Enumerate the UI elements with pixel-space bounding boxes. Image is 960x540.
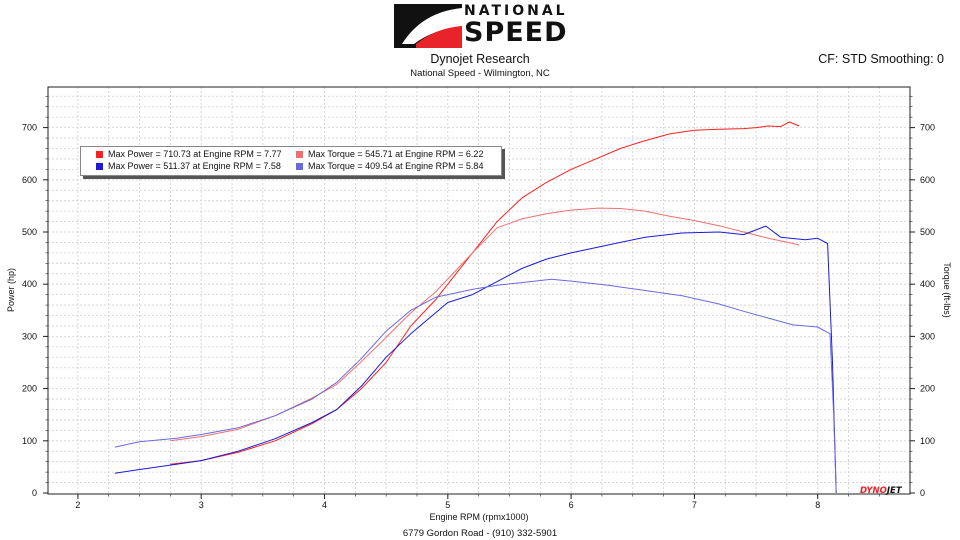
x-tick-label: 2 bbox=[75, 500, 80, 510]
y2-tick-label: 300 bbox=[920, 331, 935, 341]
series-line-2 bbox=[114, 225, 837, 494]
x-tick-label: 6 bbox=[569, 500, 574, 510]
national-speed-logo bbox=[394, 4, 462, 48]
y2-tick-label: 700 bbox=[920, 123, 935, 133]
plot-area-frame bbox=[47, 86, 911, 495]
legend-label: Max Torque = 409.54 at Engine RPM = 5.84 bbox=[308, 161, 484, 171]
legend-label: Max Power = 511.37 at Engine RPM = 7.58 bbox=[108, 161, 281, 171]
x-tick-label: 7 bbox=[692, 500, 697, 510]
footer-address: 6779 Gordon Road - (910) 332-5901 bbox=[402, 528, 558, 539]
y-tick-label: 500 bbox=[22, 227, 37, 237]
legend-item-2: Max Power = 511.37 at Engine RPM = 7.58 bbox=[96, 161, 281, 172]
legend-item-3: Max Torque = 409.54 at Engine RPM = 5.84 bbox=[296, 161, 483, 172]
legend-box: Max Power = 710.73 at Engine RPM = 7.77 … bbox=[80, 146, 502, 176]
y-tick-label: 0 bbox=[32, 488, 37, 498]
y-tick-label: 600 bbox=[22, 175, 37, 185]
y-axis-label: Power (hp) bbox=[6, 268, 16, 312]
y-tick-label: 100 bbox=[22, 436, 37, 446]
y2-tick-label: 400 bbox=[920, 279, 935, 289]
x-tick-label: 5 bbox=[445, 500, 450, 510]
series-line-1 bbox=[170, 207, 800, 442]
y-tick-label: 700 bbox=[22, 123, 37, 133]
y-tick-label: 200 bbox=[22, 384, 37, 394]
legend-item-0: Max Power = 710.73 at Engine RPM = 7.77 bbox=[96, 149, 282, 160]
y2-tick-label: 100 bbox=[920, 436, 935, 446]
axis-ticks: 2 3 4 5 6 7 8 0 0 100 100 200 200 300 300 400 400 500 500 6… bbox=[22, 95, 935, 510]
y2-tick-label: 0 bbox=[920, 488, 925, 498]
x-tick-label: 8 bbox=[815, 500, 820, 510]
legend-item-1: Max Torque = 545.71 at Engine RPM = 6.22 bbox=[296, 149, 483, 160]
x-tick-label: 4 bbox=[322, 500, 327, 510]
y2-tick-label: 600 bbox=[920, 175, 935, 185]
y2-tick-label: 200 bbox=[920, 384, 935, 394]
legend-label: Max Torque = 545.71 at Engine RPM = 6.22 bbox=[308, 149, 484, 159]
y-tick-label: 300 bbox=[22, 331, 37, 341]
x-tick-label: 3 bbox=[199, 500, 204, 510]
legend-swatch bbox=[96, 151, 103, 158]
logo-text-bottom: SPEED bbox=[464, 17, 568, 48]
legend-label: Max Power = 710.73 at Engine RPM = 7.77 bbox=[108, 149, 282, 159]
x-axis-label: Engine RPM (rpmx1000) bbox=[429, 512, 528, 522]
logo-text-top: NATIONAL bbox=[464, 3, 568, 19]
legend-swatch bbox=[96, 163, 103, 170]
series-line-3 bbox=[114, 278, 837, 494]
y2-axis-label: Torque (ft-lbs) bbox=[942, 262, 952, 318]
legend-swatch bbox=[296, 151, 303, 158]
series-lines bbox=[114, 121, 837, 494]
chart-title: Dynojet Research bbox=[430, 52, 530, 66]
dynojet-logo: DYNOJET bbox=[860, 486, 902, 496]
y2-tick-label: 500 bbox=[920, 227, 935, 237]
y-tick-label: 400 bbox=[22, 279, 37, 289]
legend-swatch bbox=[296, 163, 303, 170]
chart-subtitle: National Speed - Wilmington, NC bbox=[410, 68, 550, 79]
settings-text: CF: STD Smoothing: 0 bbox=[818, 52, 944, 66]
